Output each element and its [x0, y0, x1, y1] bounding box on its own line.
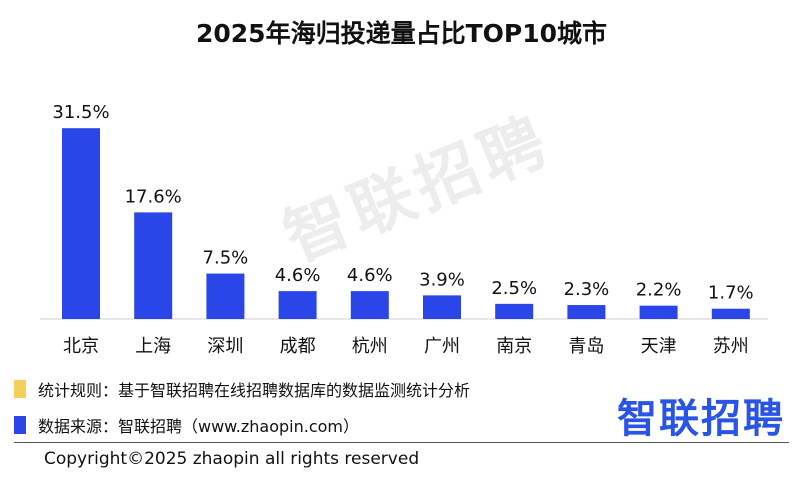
category-label: 上海 [135, 336, 171, 357]
notes: 统计规则：基于智联招聘在线招聘数据库的数据监测统计分析 数据来源：智联招聘（ww… [14, 376, 470, 448]
bar-广州 [423, 295, 461, 319]
bar-北京 [62, 128, 100, 319]
bar-深圳 [206, 273, 245, 319]
category-label: 杭州 [352, 336, 388, 357]
footer-divider [14, 442, 789, 443]
value-label: 2.3% [564, 279, 610, 300]
chart-title: 2025年海归投递量占比TOP10城市 [196, 19, 607, 48]
bar-苏州 [711, 308, 750, 319]
category-label: 深圳 [207, 336, 243, 357]
value-label: 7.5% [203, 248, 249, 269]
value-label: 3.9% [419, 269, 465, 290]
value-label: 2.5% [491, 278, 537, 299]
value-label: 1.7% [708, 283, 754, 304]
note-text: 数据来源：智联招聘（www.zhaopin.com） [38, 417, 360, 436]
category-label: 北京 [63, 336, 99, 357]
value-label: 4.6% [347, 265, 393, 286]
category-label: 天津 [641, 336, 677, 357]
value-label: 2.2% [636, 280, 682, 301]
bar-杭州 [350, 291, 389, 319]
note-data-source: 数据来源：智联招聘（www.zhaopin.com） [14, 412, 470, 438]
bar-南京 [495, 303, 534, 319]
note-swatch-blue [14, 416, 26, 434]
value-label: 17.6% [125, 186, 182, 207]
copyright-text: Copyright©2025 zhaopin all rights reserv… [44, 449, 420, 469]
note-stat-rule: 统计规则：基于智联招聘在线招聘数据库的数据监测统计分析 [14, 376, 470, 402]
bar-成都 [278, 291, 317, 319]
note-text: 统计规则：基于智联招聘在线招聘数据库的数据监测统计分析 [38, 381, 471, 400]
category-label: 广州 [424, 336, 460, 357]
category-label: 苏州 [713, 336, 749, 357]
category-label: 成都 [280, 336, 316, 357]
bar-天津 [639, 305, 678, 319]
bar-青岛 [567, 305, 606, 319]
zhaopin-logo: 智联招聘 [617, 396, 785, 442]
note-swatch-yellow [14, 380, 26, 398]
bar-上海 [134, 212, 173, 319]
value-label: 31.5% [52, 102, 109, 123]
category-label: 青岛 [568, 336, 604, 357]
value-label: 4.6% [275, 265, 321, 286]
category-label: 南京 [496, 336, 532, 357]
